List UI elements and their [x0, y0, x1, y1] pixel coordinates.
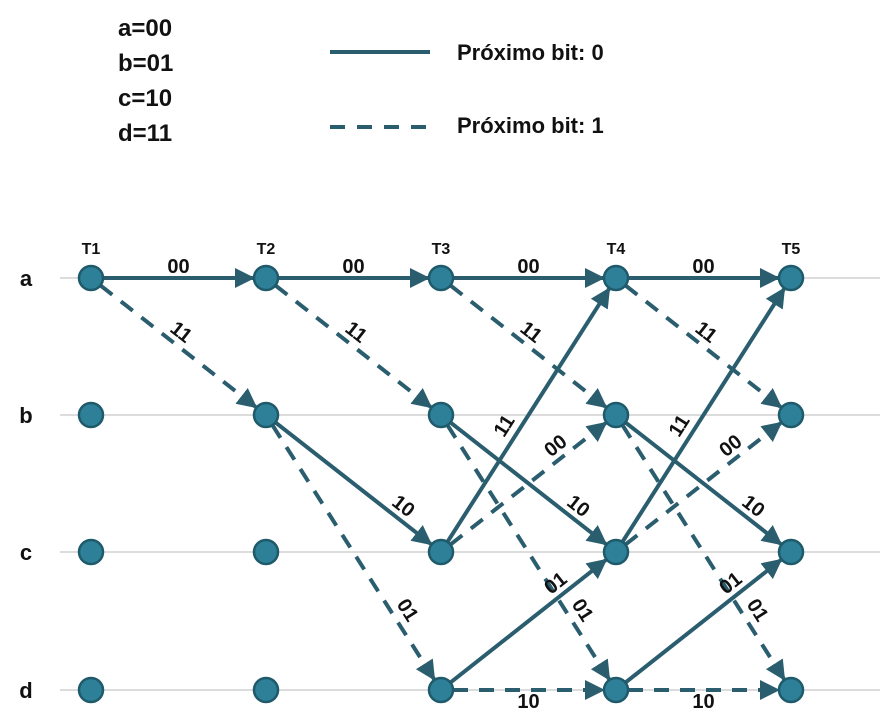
diagram-labels: a b c d T1 T2 T3 T4 T5 00 11 00 11 10 01 00 11 10 01 11 00 01… — [19, 241, 800, 713]
state-map: a=00 b=01 c=10 d=11 — [118, 15, 173, 147]
edge-label-a-b-t2: 11 — [341, 317, 371, 347]
edge-c-b-t3 — [449, 421, 608, 547]
node-a-t5 — [777, 264, 805, 292]
edge-label-d-d-t3: 10 — [517, 691, 539, 713]
edge-label-a-b-t1: 11 — [166, 317, 196, 347]
time-label-t4: T4 — [607, 241, 626, 258]
node-d-t3 — [427, 676, 455, 704]
edge-label-b-c-t4: 10 — [738, 491, 769, 522]
node-a-t1 — [77, 264, 105, 292]
state-map-c: c=10 — [118, 85, 172, 112]
node-a-t3 — [427, 264, 455, 292]
edge-a-b-t1 — [99, 283, 258, 409]
edge-b-c-t2 — [274, 420, 433, 546]
edge-label-c-b-t4: 00 — [715, 431, 746, 462]
state-nodes — [77, 264, 805, 704]
legend: Próximo bit: 0 Próximo bit: 1 — [330, 40, 604, 138]
edge-a-b-t2 — [274, 283, 433, 409]
edge-label-b-c-t3: 10 — [563, 491, 594, 522]
node-d-t4 — [602, 676, 630, 704]
edge-label-a-b-t3: 11 — [516, 317, 546, 347]
node-d-t5 — [777, 676, 805, 704]
edge-label-a-b-t4: 11 — [691, 317, 721, 347]
edge-c-a-t3 — [445, 287, 611, 543]
edge-label-d-c-t3: 01 — [540, 568, 571, 599]
time-label-t3: T3 — [432, 241, 451, 258]
node-a-t2 — [252, 264, 280, 292]
node-b-t3 — [427, 401, 455, 429]
edge-label-b-d-t3: 01 — [567, 595, 598, 626]
edge-a-b-t3 — [449, 283, 608, 409]
state-map-a: a=00 — [118, 15, 172, 42]
edge-label-b-d-t4: 01 — [742, 595, 773, 626]
state-map-b: b=01 — [118, 50, 173, 77]
node-b-t4 — [602, 401, 630, 429]
edge-label-a-a-t3: 00 — [517, 256, 539, 278]
edge-a-b-t4 — [624, 283, 783, 409]
edge-b-c-t4 — [624, 420, 783, 546]
node-b-t5 — [777, 401, 805, 429]
state-map-d: d=11 — [118, 120, 172, 147]
edge-label-d-d-t4: 10 — [692, 691, 714, 713]
edge-label-a-a-t2: 00 — [342, 256, 364, 278]
edge-label-b-d-t2: 01 — [392, 595, 423, 626]
node-d-t2 — [252, 676, 280, 704]
legend-solid-label: Próximo bit: 0 — [457, 40, 604, 65]
state-label-a: a — [20, 266, 33, 291]
state-label-c: c — [20, 540, 32, 565]
edge-label-b-c-t2: 10 — [388, 491, 419, 522]
state-label-d: d — [19, 678, 32, 703]
time-label-t2: T2 — [257, 241, 276, 258]
node-b-t1 — [77, 401, 105, 429]
edge-c-b-t4 — [624, 421, 783, 547]
node-c-t4 — [602, 538, 630, 566]
time-label-t5: T5 — [782, 241, 801, 258]
edge-d-c-t3 — [449, 558, 608, 685]
legend-dashed-label: Próximo bit: 1 — [457, 113, 604, 138]
edge-label-a-a-t4: 00 — [692, 256, 714, 278]
node-c-t2 — [252, 538, 280, 566]
node-c-t1 — [77, 538, 105, 566]
node-d-t1 — [77, 676, 105, 704]
edge-b-c-t3 — [449, 420, 608, 546]
node-a-t4 — [602, 264, 630, 292]
time-label-t1: T1 — [82, 241, 101, 258]
edge-label-a-a-t1: 00 — [167, 256, 189, 278]
node-c-t3 — [427, 538, 455, 566]
transition-edges — [99, 268, 786, 700]
edge-d-c-t4 — [624, 558, 783, 685]
node-b-t2 — [252, 401, 280, 429]
node-c-t5 — [777, 538, 805, 566]
state-label-b: b — [19, 403, 32, 428]
edge-label-c-b-t3: 00 — [540, 431, 571, 462]
edge-c-a-t4 — [620, 287, 786, 543]
edge-label-d-c-t4: 01 — [715, 568, 746, 599]
